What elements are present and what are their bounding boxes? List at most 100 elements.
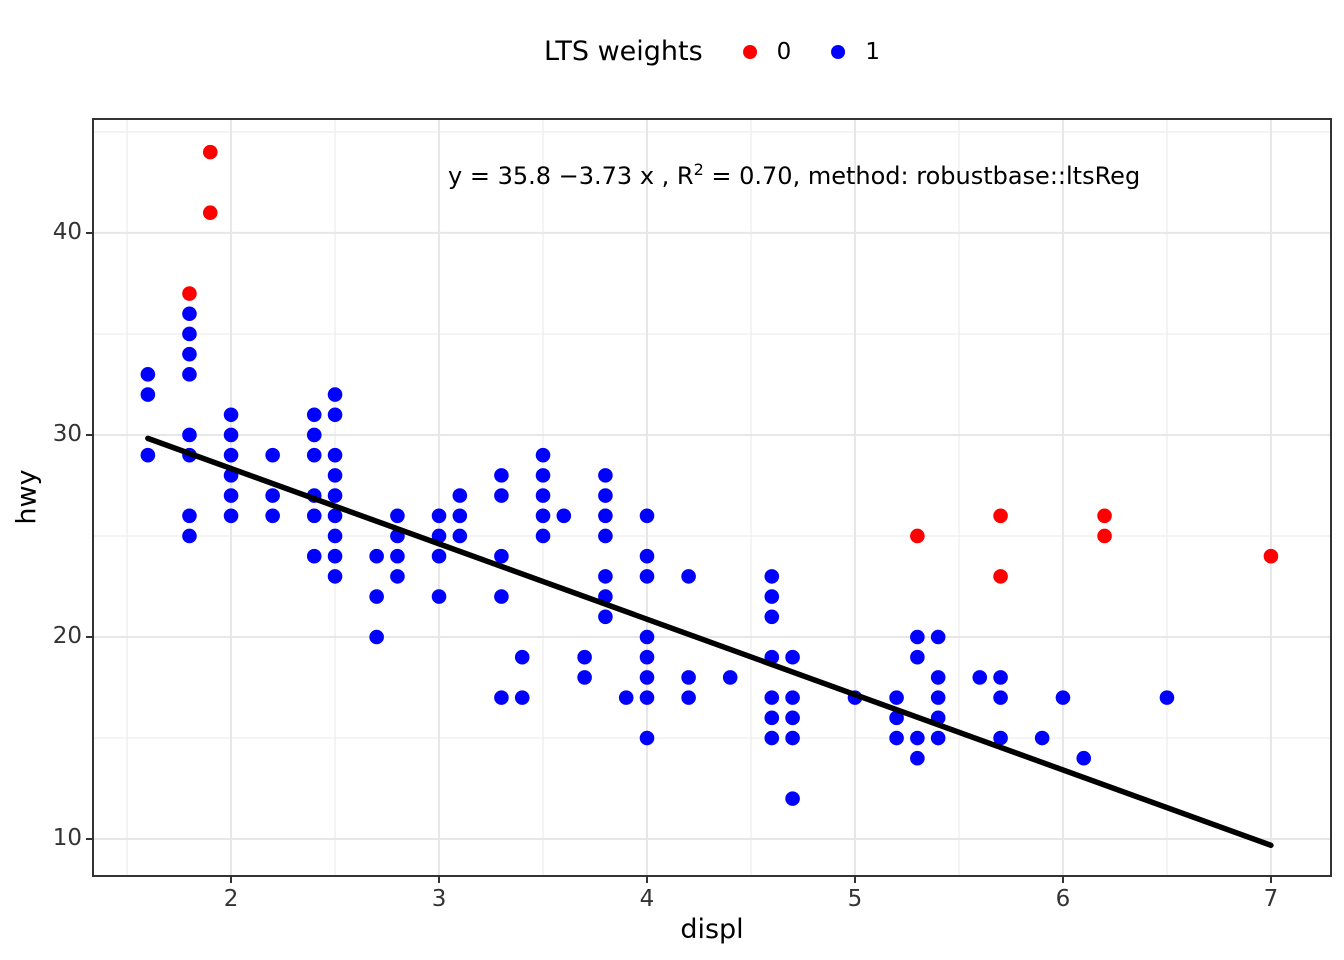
red-dot-icon: [742, 44, 757, 59]
data-point-weight-1: [598, 488, 613, 503]
data-point-weight-1: [993, 670, 1008, 685]
data-point-weight-0: [910, 528, 925, 544]
x-tick-label: 5: [847, 886, 863, 912]
data-point-weight-1: [785, 730, 800, 746]
data-point-weight-1: [182, 346, 197, 362]
data-point-weight-1: [785, 791, 800, 806]
data-point-weight-1: [764, 690, 780, 705]
data-point-weight-1: [972, 670, 988, 685]
data-point-weight-1: [785, 710, 800, 726]
data-point-weight-1: [265, 488, 280, 503]
data-point-weight-1: [223, 427, 239, 443]
data-point-weight-1: [1055, 690, 1071, 705]
data-point-weight-1: [182, 326, 197, 342]
plot-panel: [92, 118, 1332, 877]
data-point-weight-0: [993, 508, 1008, 524]
x-tick-label: 6: [1055, 886, 1071, 912]
data-point-weight-0: [1097, 528, 1112, 544]
y-tick-mark: [86, 231, 92, 234]
y-tick-label: 40: [52, 218, 82, 245]
data-point-weight-1: [993, 690, 1008, 705]
data-point-weight-1: [930, 670, 946, 685]
data-point-weight-1: [514, 690, 530, 705]
y-tick-mark: [86, 636, 92, 638]
x-tick-mark: [230, 877, 233, 883]
data-point-weight-1: [431, 548, 447, 564]
data-point-weight-1: [182, 427, 197, 443]
data-point-weight-1: [223, 488, 239, 503]
data-point-weight-1: [639, 569, 655, 584]
legend-item-weight-0: 0: [742, 39, 791, 65]
data-point-weight-1: [140, 447, 156, 463]
data-point-weight-1: [639, 649, 655, 665]
data-point-weight-1: [639, 548, 655, 564]
data-point-weight-1: [930, 730, 946, 746]
y-tick-label: 10: [52, 825, 82, 852]
data-point-weight-1: [1159, 690, 1175, 705]
data-point-weight-1: [182, 306, 197, 322]
annotation-superscript: 2: [693, 160, 704, 179]
data-point-weight-1: [722, 670, 738, 685]
data-point-weight-1: [306, 508, 322, 524]
data-point-weight-1: [639, 730, 655, 746]
x-tick-mark: [853, 877, 856, 883]
data-point-weight-1: [182, 367, 197, 382]
regression-line: [145, 435, 1274, 849]
data-point-weight-1: [327, 508, 343, 524]
x-tick-mark: [438, 877, 441, 883]
x-tick-label: 3: [431, 886, 447, 912]
data-point-weight-1: [764, 710, 780, 726]
data-point-weight-0: [182, 286, 197, 301]
data-point-weight-1: [764, 730, 780, 746]
x-tick-mark: [646, 877, 648, 883]
data-point-weight-0: [202, 205, 218, 221]
data-point-weight-1: [514, 649, 530, 665]
x-axis-title: displ: [680, 914, 744, 945]
data-point-weight-1: [431, 589, 447, 604]
data-point-weight-1: [431, 508, 447, 524]
data-point-weight-1: [535, 508, 551, 524]
legend-item-weight-1: 1: [831, 39, 880, 65]
data-point-weight-1: [265, 447, 280, 463]
blue-dot-icon: [831, 44, 846, 59]
data-point-weight-1: [494, 468, 509, 483]
data-point-weight-1: [327, 548, 343, 564]
data-point-weight-1: [452, 488, 468, 503]
data-point-weight-1: [598, 528, 613, 544]
data-point-weight-1: [910, 750, 925, 766]
data-point-weight-1: [618, 690, 634, 705]
data-point-weight-1: [182, 528, 197, 544]
data-point-weight-1: [889, 710, 904, 726]
x-tick-mark: [1269, 877, 1272, 883]
y-tick-mark: [86, 433, 92, 436]
y-tick-mark: [86, 838, 92, 841]
data-point-weight-1: [306, 427, 322, 443]
data-point-weight-1: [535, 447, 551, 463]
y-axis-title: hwy: [11, 469, 43, 525]
data-point-weight-1: [327, 468, 343, 483]
data-point-weight-1: [140, 367, 156, 382]
data-point-weight-1: [306, 447, 322, 463]
data-point-weight-1: [598, 468, 613, 483]
data-point-weight-1: [306, 548, 322, 564]
x-tick-label: 4: [639, 886, 655, 912]
data-point-weight-1: [140, 387, 156, 402]
data-point-weight-1: [390, 508, 405, 524]
data-point-weight-1: [306, 407, 322, 423]
data-point-weight-1: [681, 690, 696, 705]
data-point-weight-1: [639, 670, 655, 685]
x-tick-label: 2: [223, 886, 239, 912]
data-point-weight-1: [785, 649, 800, 665]
data-point-weight-1: [785, 690, 800, 705]
data-point-weight-1: [889, 690, 904, 705]
data-point-weight-1: [327, 407, 343, 423]
legend-label-1: 1: [865, 38, 880, 65]
data-point-weight-1: [910, 629, 925, 645]
data-point-weight-1: [452, 528, 468, 544]
data-point-weight-0: [202, 144, 218, 160]
data-point-weight-1: [535, 528, 551, 544]
data-point-weight-0: [993, 569, 1008, 584]
y-tick-label: 30: [52, 420, 82, 447]
data-point-weight-1: [639, 690, 655, 705]
